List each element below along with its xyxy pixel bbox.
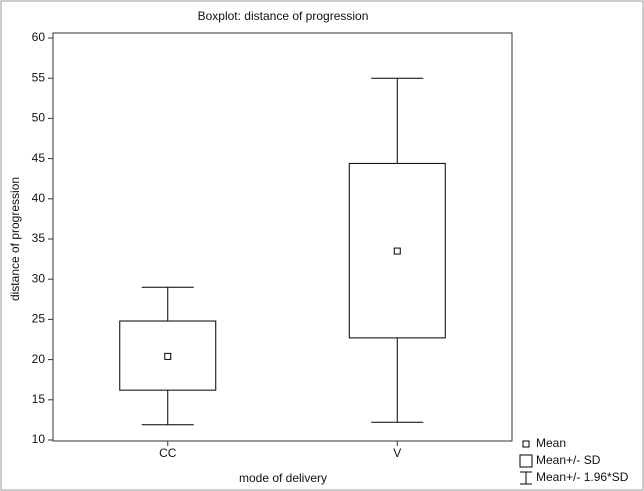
y-tick-label: 15 <box>32 392 46 406</box>
y-tick-label: 40 <box>32 191 46 205</box>
legend-label: Mean+/- SD <box>536 453 601 467</box>
y-tick-label: 60 <box>32 30 46 44</box>
y-tick-label: 50 <box>32 111 46 125</box>
y-tick-label: 35 <box>32 231 46 245</box>
y-tick-label: 20 <box>32 352 46 366</box>
y-tick-label: 55 <box>32 70 46 84</box>
legend-label: Mean+/- 1.96*SD <box>536 470 629 484</box>
y-axis-label: distance of progression <box>8 177 22 301</box>
chart-title: Boxplot: distance of progression <box>198 9 369 23</box>
legend-label: Mean <box>536 436 566 450</box>
y-tick-label: 45 <box>32 151 46 165</box>
x-axis-label: mode of delivery <box>239 471 327 485</box>
y-tick-label: 30 <box>32 271 46 285</box>
y-tick-label: 25 <box>32 312 46 326</box>
legend-sd-icon <box>519 454 533 468</box>
x-tick-label: V <box>393 446 401 460</box>
y-tick-label: 10 <box>32 432 46 446</box>
x-tick-label: CC <box>159 446 177 460</box>
mean-marker <box>393 247 401 255</box>
mean-marker <box>164 352 172 360</box>
legend-whisker-icon <box>520 471 532 485</box>
legend-mean-icon <box>522 440 530 448</box>
